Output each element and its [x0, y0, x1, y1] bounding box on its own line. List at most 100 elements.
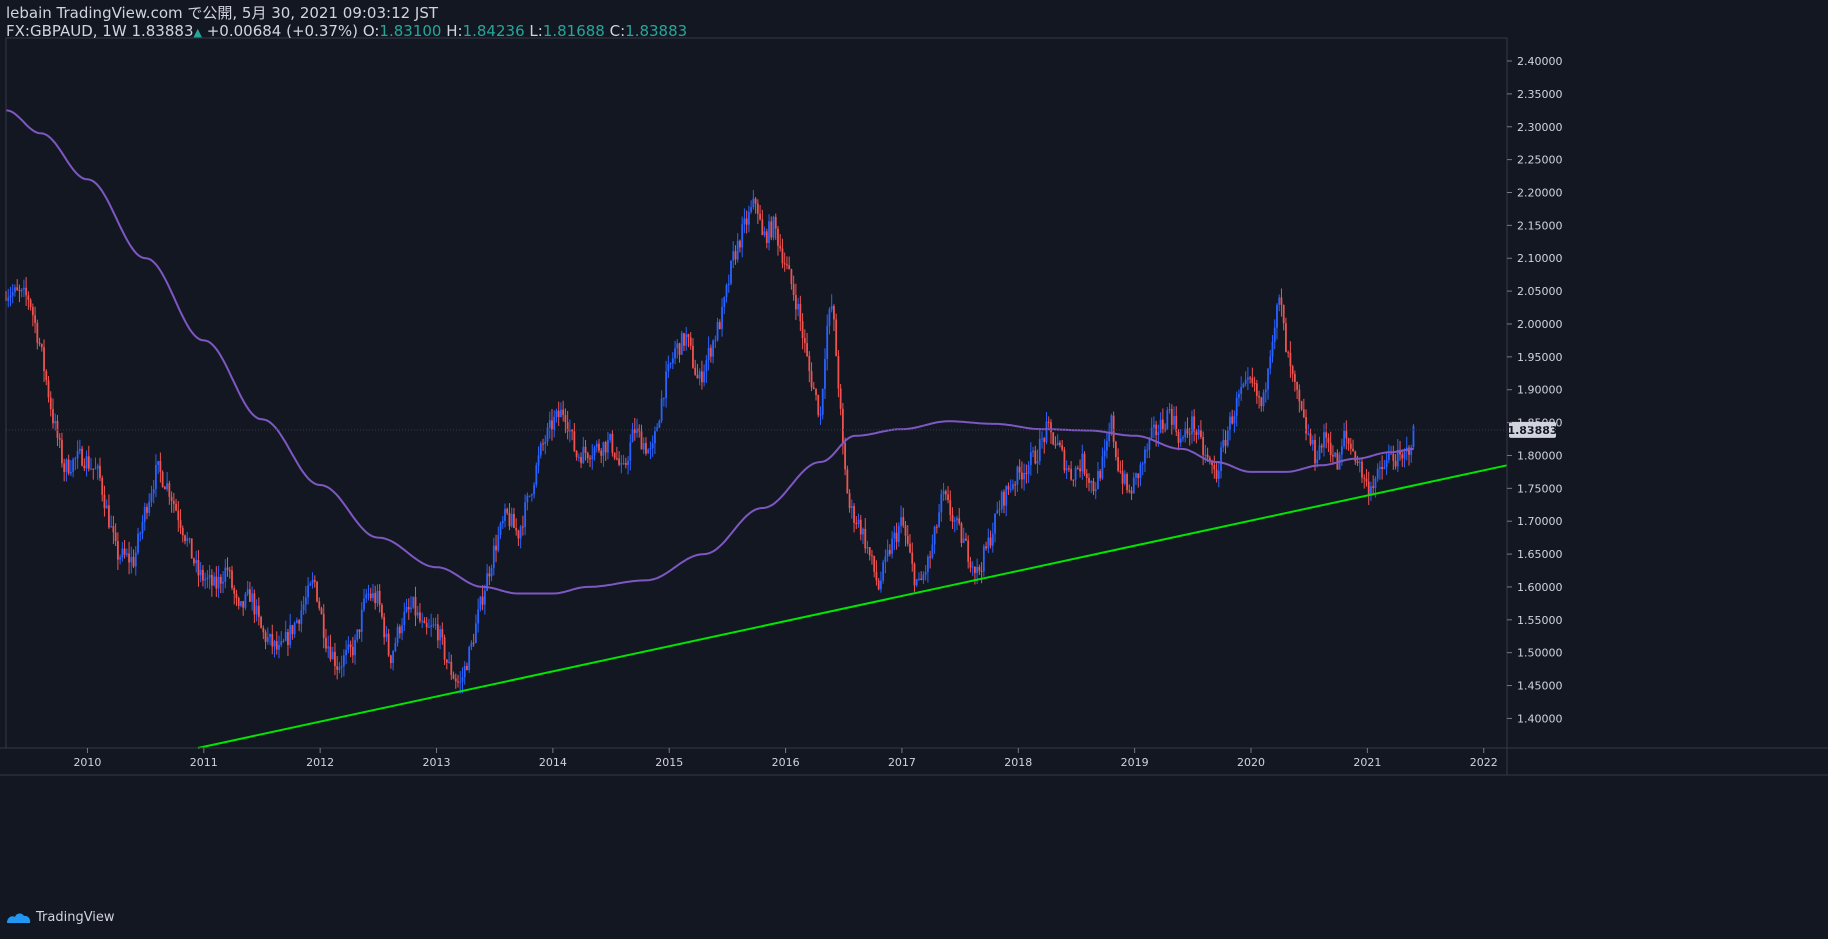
candle-body — [463, 665, 466, 678]
candle-body — [419, 612, 421, 622]
candle-body — [1009, 488, 1012, 490]
candle-body — [602, 442, 605, 456]
candle-body — [392, 651, 395, 664]
candle-body — [1117, 457, 1120, 471]
candle-body — [1018, 466, 1021, 473]
candle-body — [629, 442, 632, 461]
x-tick-label: 2011 — [190, 756, 218, 769]
candle-body — [1067, 468, 1070, 470]
candle-body — [461, 677, 464, 682]
candle-body — [660, 398, 663, 421]
candle-body — [627, 460, 629, 466]
candle-body — [293, 622, 296, 635]
candle-body — [351, 646, 354, 656]
candle-body — [282, 640, 285, 642]
candle-body — [300, 610, 303, 624]
candle-body — [181, 528, 184, 536]
candle-body — [1392, 453, 1395, 461]
candle-body — [1289, 352, 1292, 367]
candle-body — [372, 593, 374, 599]
candle-body — [179, 520, 182, 529]
candle-body — [1054, 444, 1057, 446]
candle-body — [1307, 433, 1310, 435]
candle-body — [754, 198, 757, 204]
candle-body — [683, 333, 685, 346]
candle-body — [1396, 449, 1399, 467]
candle-body — [555, 410, 558, 417]
candle-body — [416, 612, 419, 616]
candle-body — [1269, 356, 1272, 369]
candle-body — [1372, 486, 1375, 489]
candle-body — [615, 458, 618, 460]
candle-body — [1336, 452, 1339, 470]
candle-body — [678, 343, 681, 355]
candle-body — [1137, 473, 1140, 479]
candle-body — [119, 557, 122, 560]
candle-body — [969, 561, 972, 568]
candle-body — [369, 593, 372, 599]
candle-body — [893, 532, 896, 539]
candle-body — [671, 358, 674, 364]
candle-body — [1244, 379, 1247, 384]
candle-body — [506, 508, 509, 513]
candle-body — [873, 556, 876, 572]
candle-body — [584, 446, 587, 454]
candle-body — [835, 319, 838, 357]
candle-body — [1253, 383, 1256, 385]
candle-body — [249, 589, 251, 602]
y-tick-label: 1.55000 — [1517, 614, 1563, 627]
candle-body — [360, 609, 363, 632]
footer-brand[interactable]: TradingView — [6, 910, 115, 925]
candle-body — [1255, 383, 1258, 397]
x-tick-label: 2022 — [1470, 756, 1498, 769]
candle-body — [1135, 473, 1137, 478]
plot-frame — [5, 37, 1508, 749]
candle-body — [1365, 478, 1368, 482]
candle-body — [812, 387, 815, 389]
candle-body — [481, 596, 484, 605]
candle-body — [206, 577, 209, 580]
candle-body — [989, 537, 992, 546]
candle-body — [1148, 437, 1151, 450]
candle-body — [542, 443, 544, 445]
candle-body — [475, 623, 477, 644]
candle-body — [1020, 472, 1023, 480]
candle-body — [331, 651, 334, 660]
candle-body — [779, 245, 782, 249]
axes-layer: 1.40000 1.45000 1.50000 1.55000 1.60000 1.650… — [0, 37, 1828, 776]
candle-body — [1370, 486, 1372, 496]
candle-body — [886, 550, 889, 557]
candle-body — [1170, 408, 1173, 425]
candle-body — [806, 343, 808, 356]
x-tick-label: 2013 — [423, 756, 451, 769]
trendline-layer[interactable] — [197, 464, 1508, 749]
candle-body — [786, 264, 788, 266]
candle-body — [125, 553, 128, 555]
y-tick-label: 1.45000 — [1517, 680, 1563, 693]
candle-body — [47, 380, 50, 398]
candle-body — [727, 283, 730, 285]
candle-body — [674, 348, 676, 359]
candle-body — [976, 566, 979, 574]
candle-body — [166, 483, 169, 490]
candle-body — [137, 533, 139, 553]
candle-body — [665, 371, 667, 398]
candle-body — [730, 260, 732, 284]
candle-body — [340, 666, 343, 668]
candle-body — [486, 573, 488, 591]
candle-body — [651, 443, 654, 449]
candle-body — [598, 443, 600, 451]
candle-body — [1173, 415, 1175, 425]
candle-body — [159, 461, 162, 472]
candle-body — [1016, 466, 1019, 485]
candle-body — [287, 632, 289, 646]
candle-body — [971, 566, 974, 568]
candle-body — [103, 494, 106, 509]
candle-body — [291, 625, 294, 635]
candle-body — [1112, 415, 1115, 442]
candle-body — [1316, 459, 1319, 464]
candle-body — [562, 409, 565, 415]
candle-body — [942, 491, 945, 495]
candle-body — [609, 433, 612, 440]
